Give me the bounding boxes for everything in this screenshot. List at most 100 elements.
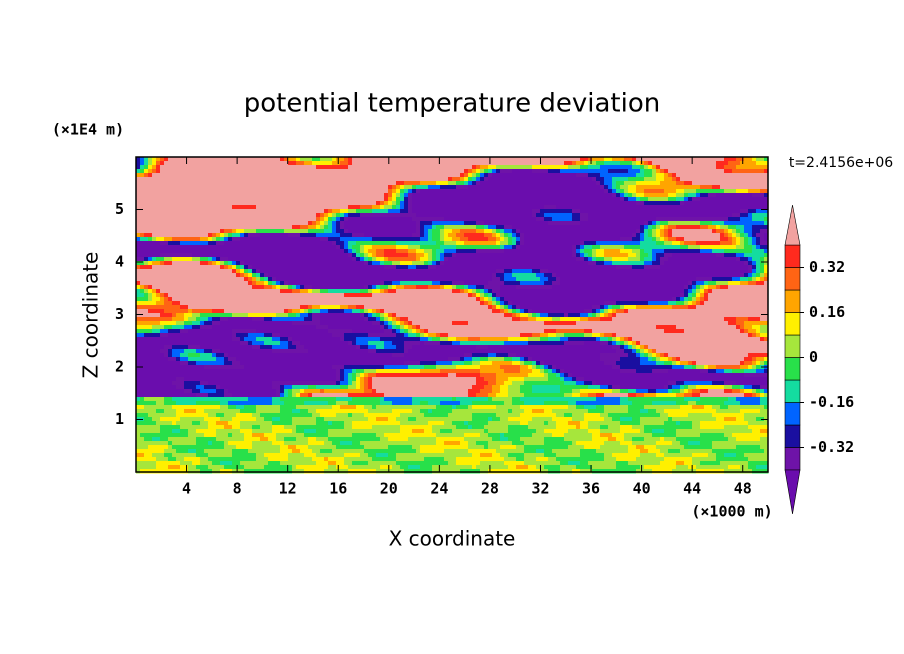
field-cell [704, 233, 709, 238]
field-cell [648, 185, 653, 190]
field-cell [228, 193, 233, 198]
field-cell [488, 185, 493, 190]
field-cell [748, 261, 753, 266]
field-cell [708, 273, 713, 278]
field-cell [752, 245, 757, 250]
field-cell [448, 249, 453, 254]
field-cell [360, 241, 365, 246]
field-cell [668, 217, 673, 222]
field-cell [736, 277, 741, 282]
field-cell [412, 197, 417, 202]
field-cell [764, 177, 769, 182]
field-cell [460, 265, 465, 270]
field-cell [672, 213, 677, 218]
field-cell [612, 229, 617, 234]
field-cell [636, 265, 641, 270]
field-cell [184, 269, 189, 274]
field-cell [360, 181, 365, 186]
field-cell [216, 229, 221, 234]
field-cell [168, 253, 173, 258]
field-cell [468, 229, 473, 234]
field-cell [716, 213, 721, 218]
field-cell [448, 233, 453, 238]
field-cell [752, 161, 757, 166]
field-cell [488, 241, 493, 246]
field-cell [700, 213, 705, 218]
field-cell [332, 213, 337, 218]
field-cell [228, 273, 233, 278]
field-cell [244, 281, 249, 286]
field-cell [148, 201, 153, 206]
field-cell [516, 245, 521, 250]
field-cell [536, 213, 541, 218]
field-cell [384, 169, 389, 174]
field-cell [628, 253, 633, 258]
field-cell [216, 197, 221, 202]
field-cell [588, 161, 593, 166]
field-cell [516, 233, 521, 238]
field-cell [544, 221, 549, 226]
field-cell [560, 273, 565, 278]
field-cell [176, 197, 181, 202]
field-cell [328, 245, 333, 250]
field-cell [672, 269, 677, 274]
field-cell [276, 185, 281, 190]
field-cell [608, 245, 613, 250]
field-cell [464, 277, 469, 282]
field-cell [504, 161, 509, 166]
field-cell [692, 229, 697, 234]
field-cell [232, 281, 237, 286]
field-cell [504, 217, 509, 222]
field-cell [380, 201, 385, 206]
field-cell [568, 217, 573, 222]
field-cell [244, 261, 249, 266]
field-cell [140, 169, 145, 174]
field-cell [340, 229, 345, 234]
field-cell [228, 277, 233, 282]
field-cell [628, 189, 633, 194]
field-cell [172, 169, 177, 174]
field-cell [332, 205, 337, 210]
field-cell [204, 241, 209, 246]
field-cell [500, 173, 505, 178]
field-cell [232, 213, 237, 218]
field-cell [484, 277, 489, 282]
field-cell [644, 273, 649, 278]
field-cell [192, 197, 197, 202]
field-cell [756, 253, 761, 258]
field-cell [368, 209, 373, 214]
field-cell [480, 233, 485, 238]
field-cell [380, 273, 385, 278]
field-cell [628, 177, 633, 182]
field-cell [740, 241, 745, 246]
field-cell [380, 173, 385, 178]
field-cell [188, 217, 193, 222]
field-cell [640, 157, 645, 162]
field-cell [364, 157, 369, 162]
field-cell [532, 197, 537, 202]
field-cell [292, 269, 297, 274]
field-cell [168, 241, 173, 246]
field-cell [444, 233, 449, 238]
field-cell [296, 237, 301, 242]
field-cell [484, 189, 489, 194]
field-cell [560, 177, 565, 182]
field-cell [544, 257, 549, 262]
field-cell [504, 181, 509, 186]
field-cell [304, 273, 309, 278]
field-cell [548, 229, 553, 234]
field-cell [584, 221, 589, 226]
field-cell [472, 265, 477, 270]
field-cell [376, 165, 381, 170]
field-cell [752, 185, 757, 190]
field-cell [360, 189, 365, 194]
field-cell [456, 205, 461, 210]
field-cell [348, 245, 353, 250]
field-cell [332, 261, 337, 266]
field-cell [180, 201, 185, 206]
field-cell [452, 241, 457, 246]
field-cell [416, 265, 421, 270]
field-cell [140, 221, 145, 226]
field-cell [636, 193, 641, 198]
field-cell [720, 213, 725, 218]
